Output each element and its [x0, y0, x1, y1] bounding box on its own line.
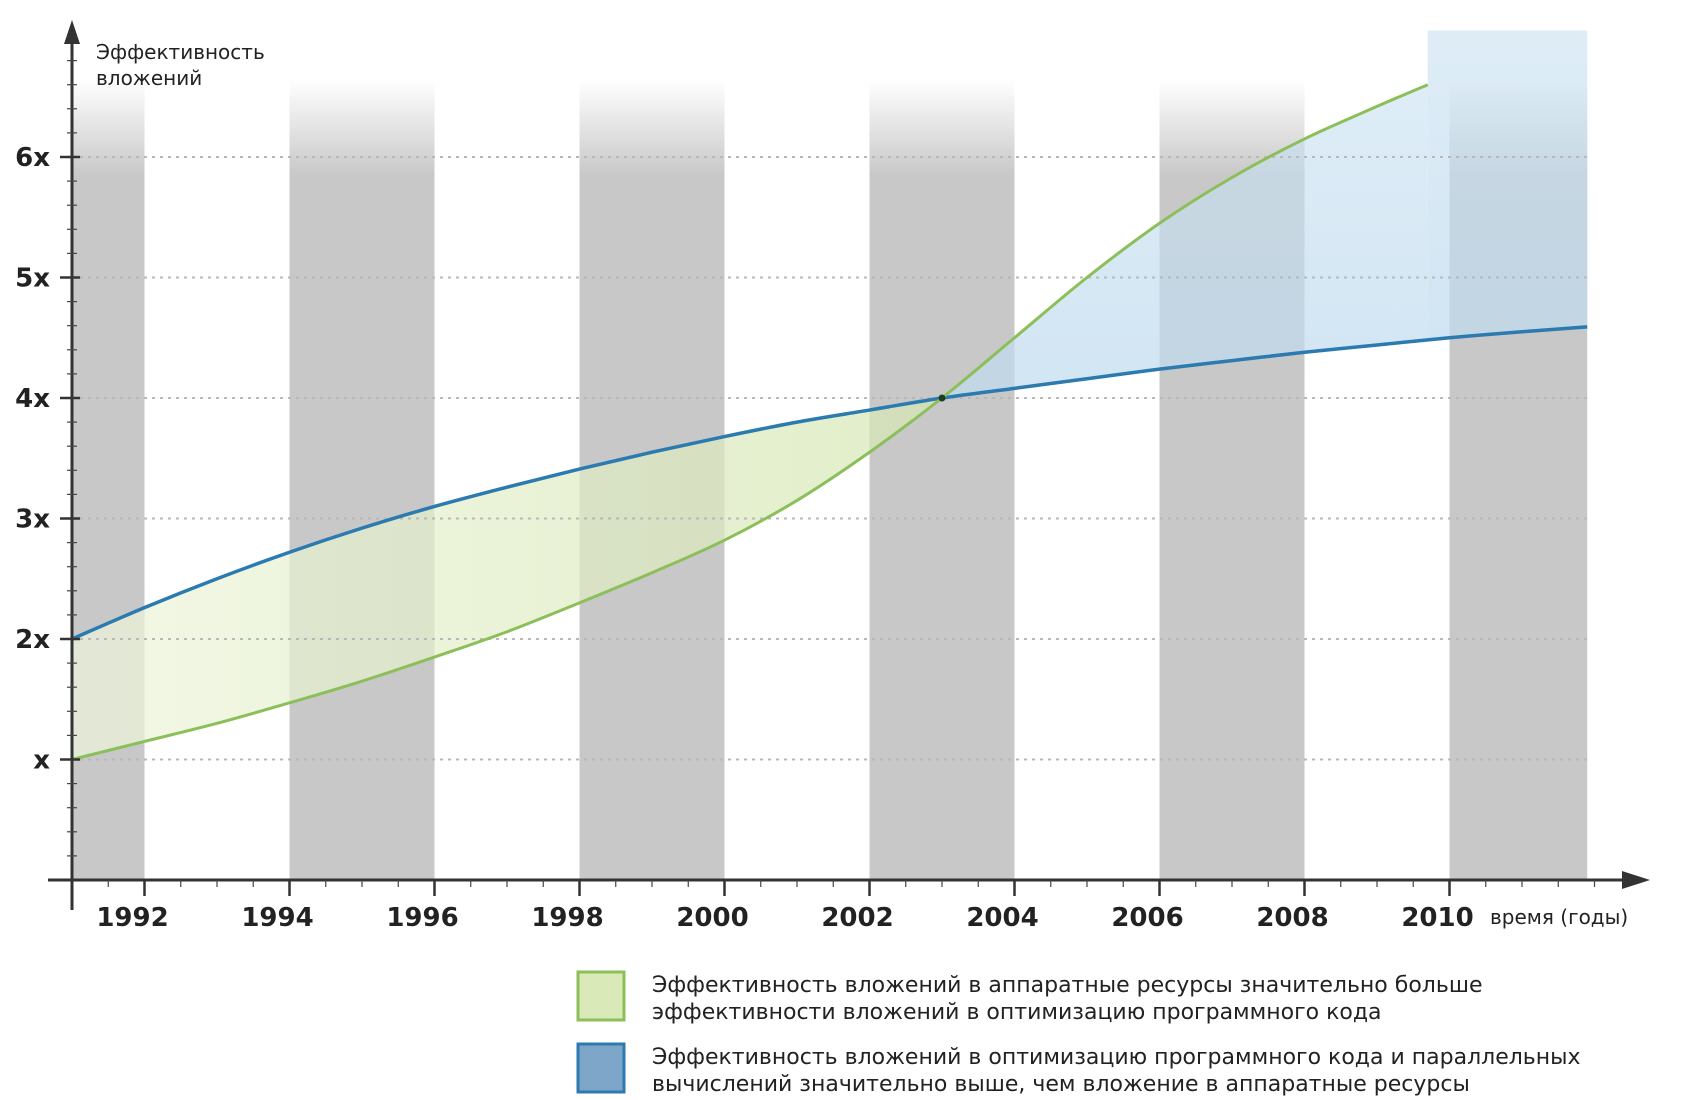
x-tick-label: 2004 [966, 903, 1038, 933]
legend-swatch [576, 1042, 626, 1094]
shaded-band-2 [289, 80, 435, 880]
horizontal-gridlines [72, 156, 1590, 761]
x-tick-label: 2002 [821, 903, 893, 933]
x-tick-labels: 1992 1994 1996 1998 2000 2002 2004 2006 2008 2010 [96, 903, 1473, 933]
axes [48, 20, 1650, 910]
x-tick-label: 1992 [96, 903, 168, 933]
x-tick-label: 2000 [676, 903, 748, 933]
series-lines [71, 83, 1588, 761]
shaded-year-bands [72, 80, 1588, 880]
legend-text-line: Эффективность вложений в аппаратные ресу… [652, 973, 1482, 998]
x-axis-arrow [1622, 871, 1650, 889]
y-axis-arrow [64, 20, 80, 44]
x-tick-label: 2010 [1401, 903, 1473, 933]
legend-item-hardware-better: Эффективность вложений в аппаратные ресу… [576, 970, 1482, 1025]
legend-text-line: Эффективность вложений в оптимизацию про… [652, 1045, 1581, 1070]
y-tick-label: 2x [15, 625, 50, 655]
region-software-better-b [1427, 30, 1588, 340]
x-tick-label: 2006 [1111, 903, 1183, 933]
x-tick-label: 1996 [386, 903, 458, 933]
y-tick-labels: x 2x 3x 4x 5x 6x [15, 143, 50, 776]
region-hardware-better [72, 398, 942, 760]
y-tick-label: 4x [15, 384, 50, 414]
legend-text-line: эффективности вложений в оптимизацию про… [652, 1000, 1382, 1025]
x-tick-label: 1994 [241, 903, 313, 933]
series-line-hardware [71, 83, 1429, 761]
region-software-better-a [942, 84, 1428, 398]
y-tick-label: 6x [15, 143, 50, 173]
y-tick-label: 3x [15, 505, 50, 535]
y-axis-title-line-2: вложений [96, 66, 202, 90]
difference-regions [72, 30, 1588, 760]
y-axis-title-line-1: Эффективность [96, 40, 265, 64]
intersection-point [938, 394, 946, 402]
legend-swatch [576, 970, 626, 1022]
legend: Эффективность вложений в аппаратные ресу… [576, 970, 1581, 1097]
shaded-band-4 [869, 80, 1015, 880]
y-tick-label: x [33, 746, 50, 776]
x-axis-title: время (годы) [1490, 905, 1628, 929]
y-tick-label: 5x [15, 264, 50, 294]
series-line-software [71, 325, 1588, 641]
x-tick-label: 2008 [1256, 903, 1328, 933]
x-tick-label: 1998 [531, 903, 603, 933]
legend-item-software-better: Эффективность вложений в оптимизацию про… [576, 1042, 1581, 1097]
legend-text-line: вычислений значительно выше, чем вложени… [652, 1072, 1470, 1097]
